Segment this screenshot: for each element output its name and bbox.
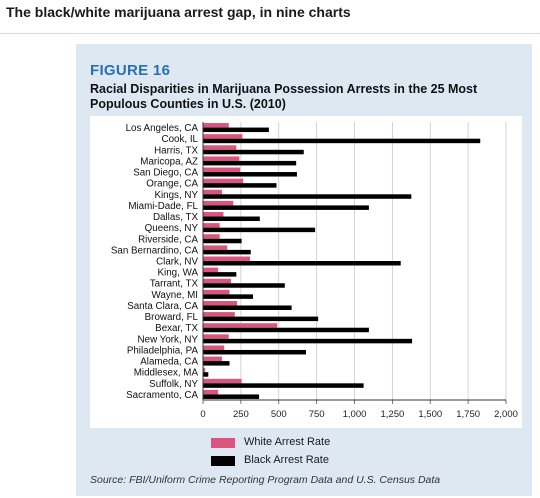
- bar-black: [203, 272, 237, 277]
- bar-white: [203, 378, 242, 384]
- bar-white: [203, 289, 230, 295]
- legend-label-white: White Arrest Rate: [244, 436, 331, 448]
- bar-black: [203, 216, 260, 222]
- category-label: Cook, IL: [162, 134, 199, 145]
- x-tick-label: 1,750: [456, 409, 480, 420]
- legend-swatch-black: [211, 456, 235, 466]
- bar-white: [203, 278, 232, 284]
- bar-white: [203, 356, 222, 362]
- bar-black: [203, 327, 369, 333]
- category-label: Orange, CA: [146, 179, 198, 190]
- bar-black: [203, 149, 304, 155]
- category-label: Philadelphia, PA: [127, 345, 199, 356]
- bar-black: [203, 205, 369, 210]
- legend-swatch-white: [211, 438, 235, 448]
- bar-white: [203, 178, 244, 184]
- bar-white: [203, 223, 220, 228]
- bar-white: [203, 300, 238, 306]
- category-label: San Bernardino, CA: [111, 245, 199, 256]
- category-label: King, WA: [158, 268, 199, 279]
- bar-black: [203, 394, 260, 399]
- figure-title: Racial Disparities in Marijuana Possessi…: [90, 82, 478, 111]
- bar-black: [203, 316, 319, 322]
- bar-black: [203, 361, 230, 366]
- bar-black: [203, 183, 277, 188]
- bar-white: [203, 267, 219, 273]
- category-label: Tarrant, TX: [150, 279, 199, 290]
- bar-white: [203, 156, 240, 161]
- chart-area: 0 250 500 750 1,000 1,250 1,500 1,750 2,000 Los A…: [90, 116, 522, 428]
- bar-white: [203, 167, 241, 173]
- category-label: Broward, FL: [145, 312, 199, 323]
- category-label: Bexar, TX: [155, 323, 198, 334]
- category-label: Riverside, CA: [138, 234, 198, 245]
- bar-black: [203, 349, 307, 355]
- category-label: Middlesex, MA: [134, 368, 199, 379]
- bar-black: [203, 160, 297, 166]
- bar-white: [203, 234, 220, 239]
- legend-label-black: Black Arrest Rate: [244, 454, 329, 466]
- category-label: San Diego, CA: [133, 168, 198, 179]
- bar-black: [203, 227, 316, 233]
- bar-black: [203, 283, 285, 288]
- bar-black: [203, 338, 413, 344]
- category-label: Dallas, TX: [153, 212, 198, 223]
- bar-black: [203, 305, 292, 310]
- bar-black: [203, 294, 253, 299]
- bar-black: [203, 249, 251, 255]
- bar-white: [203, 212, 224, 217]
- bar-white: [203, 123, 229, 128]
- bar-black: [203, 172, 297, 177]
- x-tick-label: 250: [233, 409, 249, 420]
- x-tick-label: 0: [200, 409, 205, 420]
- bar-white: [203, 200, 234, 206]
- category-label: Clark, NV: [156, 257, 198, 268]
- figure-label: FIGURE 16: [90, 62, 171, 79]
- category-label: Sacramento, CA: [126, 390, 198, 401]
- bar-white: [203, 345, 225, 350]
- category-label: Wayne, MI: [152, 290, 198, 301]
- figure-source: Source: FBI/Uniform Crime Reporting Prog…: [90, 474, 441, 486]
- category-label: Maricopa, AZ: [140, 156, 198, 167]
- bar-black: [203, 261, 401, 266]
- category-label: Harris, TX: [154, 145, 198, 156]
- x-tick-label: 500: [271, 409, 287, 420]
- bar-white: [203, 389, 219, 395]
- bar-black: [203, 383, 364, 388]
- bar-black: [203, 127, 269, 133]
- category-label: Santa Clara, CA: [127, 301, 198, 312]
- article-headline: The black/white marijuana arrest gap, in…: [6, 4, 351, 20]
- bar-white: [203, 245, 228, 250]
- bar-black: [203, 372, 209, 377]
- category-label: New York, NY: [138, 334, 199, 345]
- bar-white: [203, 323, 278, 328]
- category-label: Alameda, CA: [140, 357, 198, 368]
- bar-black: [203, 238, 242, 244]
- category-label: Kings, NY: [154, 190, 198, 201]
- category-label: Suffolk, NY: [149, 379, 198, 390]
- bar-white: [203, 145, 237, 150]
- bar-white: [203, 367, 206, 373]
- category-label: Los Angeles, CA: [126, 123, 199, 134]
- x-tick-label: 1,000: [343, 409, 367, 420]
- bar-white: [203, 334, 229, 339]
- bar-chart: 0 250 500 750 1,000 1,250 1,500 1,750 2,000 Los A…: [111, 122, 518, 420]
- bar-white: [203, 312, 235, 317]
- x-tick-label: 1,250: [380, 409, 404, 420]
- bar-white: [203, 256, 250, 261]
- category-label: Queens, NY: [145, 223, 199, 234]
- x-tick-label: 750: [309, 409, 325, 420]
- x-tick-label: 2,000: [494, 409, 518, 420]
- x-tick-label: 1,500: [418, 409, 442, 420]
- header-divider: [0, 33, 540, 34]
- category-label: Miami-Dade, FL: [128, 201, 198, 212]
- bar-white: [203, 189, 222, 195]
- bar-black: [203, 194, 412, 199]
- bar-black: [203, 138, 481, 144]
- bar-white: [203, 134, 243, 139]
